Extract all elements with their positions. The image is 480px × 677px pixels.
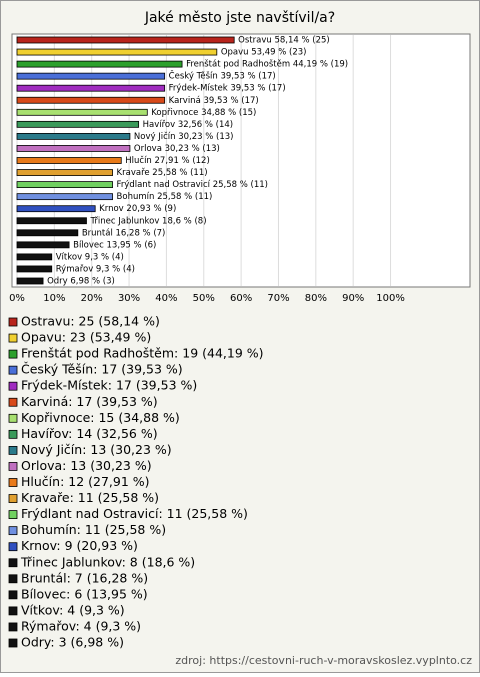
- x-tick-label: 90%: [342, 293, 364, 304]
- legend-swatch: [8, 317, 18, 327]
- legend-swatch: [8, 365, 18, 375]
- legend-swatch: [8, 397, 18, 407]
- bar: [16, 36, 235, 44]
- bar: [16, 72, 166, 80]
- bar: [16, 60, 183, 68]
- bar: [16, 229, 79, 237]
- legend-swatch: [8, 429, 18, 439]
- legend-entry: Nový Jičín: 13 (30,23 %): [21, 442, 172, 457]
- legend-entry: Třinec Jablunkov: 8 (18,6 %): [20, 554, 195, 569]
- legend-swatch: [8, 462, 18, 471]
- bar: [16, 96, 166, 104]
- legend-swatch: [8, 558, 18, 568]
- value-label: Bílovec 13,95 % (6): [73, 240, 156, 250]
- value-label: Kopřivnoce 34,88 % (15): [151, 108, 256, 118]
- legend-entry: Krnov: 9 (20,93 %): [21, 538, 138, 553]
- legend-swatch: [8, 413, 18, 423]
- source: zdroj: https://cestovni-ruch-v-moravskos…: [175, 654, 472, 667]
- legend-entry: Kravaře: 11 (25,58 %): [21, 490, 159, 505]
- x-tick-label: 40%: [155, 293, 177, 304]
- legend-swatch: [8, 478, 18, 487]
- legend-swatch: [8, 510, 18, 520]
- legend-entry: Český Těšín: 17 (39,53 %): [21, 362, 183, 377]
- value-label: Frýdlant nad Ostravicí 25,58 % (11): [117, 180, 268, 190]
- x-tick-label: 20%: [81, 293, 103, 304]
- legend-swatch: [8, 590, 18, 600]
- legend-entry: Frenštát pod Radhoštěm: 19 (44,19 %): [21, 346, 264, 361]
- value-label: Frýdek-Místek 39,53 % (17): [169, 84, 286, 94]
- legend-entry: Ostravu: 25 (58,14 %): [21, 314, 160, 329]
- value-label: Třinec Jablunkov 18,6 % (8): [89, 216, 206, 226]
- legend-entry: Kopřivnoce: 15 (34,88 %): [21, 410, 180, 425]
- legend-swatch: [8, 526, 18, 536]
- value-label: Ostravu 58,14 % (25): [238, 36, 330, 46]
- legend-entry: Frýdek-Místek: 17 (39,53 %): [21, 378, 197, 393]
- legend-entry: Frýdlant nad Ostravicí: 11 (25,58 %): [21, 506, 248, 521]
- bar: [16, 132, 131, 140]
- value-label: Karviná 39,53 % (17): [169, 96, 259, 106]
- bar: [16, 108, 148, 116]
- legend-entry: Bohumín: 11 (25,58 %): [21, 522, 166, 537]
- x-tick-label: 80%: [305, 293, 327, 304]
- legend-swatch: [8, 349, 18, 359]
- legend-entry: Bruntál: 7 (16,28 %): [21, 570, 148, 585]
- legend-swatch: [8, 494, 18, 503]
- bar: [16, 48, 218, 56]
- bar: [16, 277, 44, 285]
- value-label: Vítkov 9,3 % (4): [56, 252, 124, 262]
- bar: [16, 120, 140, 128]
- value-label: Hlučín 27,91 % (12): [125, 155, 210, 166]
- legend-entry: Bílovec: 6 (13,95 %): [21, 586, 148, 601]
- legend-swatch: [8, 381, 18, 391]
- x-tick-label: 70%: [267, 293, 289, 304]
- bar: [16, 157, 122, 164]
- legend-swatch: [8, 606, 18, 616]
- legend-entry: Orlova: 13 (30,23 %): [21, 458, 152, 473]
- value-label: Bruntál 16,28 % (7): [82, 228, 166, 238]
- x-tick-label: 0%: [9, 293, 25, 304]
- value-label: Nový Jičín 30,23 % (13): [134, 131, 234, 142]
- x-tick-label: 30%: [118, 293, 140, 304]
- legend-swatch: [8, 574, 18, 584]
- value-label: Český Těšín 39,53 % (17): [169, 70, 276, 82]
- value-label: Bohumín 25,58 % (11): [117, 192, 213, 202]
- value-label: Frenštát pod Radhoštěm 44,19 % (19): [186, 59, 348, 70]
- bar: [16, 217, 87, 225]
- value-label: Opavu 53,49 % (23): [221, 48, 307, 58]
- legend-entry: Hlučín: 12 (27,91 %): [21, 474, 150, 489]
- legend-swatch: [8, 638, 18, 648]
- chart-title: Jaké město jste navštívil/a?: [144, 10, 335, 26]
- bar: [16, 265, 53, 273]
- bar: [16, 253, 53, 261]
- x-tick-label: 100%: [376, 293, 405, 304]
- legend-swatch: [8, 333, 18, 343]
- bar: [16, 84, 166, 92]
- legend-entry: Odry: 3 (6,98 %): [21, 635, 124, 650]
- value-label: Kravaře 25,58 % (11): [117, 168, 208, 178]
- value-label: Rýmařov 9,3 % (4): [56, 264, 135, 274]
- bar: [16, 169, 113, 176]
- legend-swatch: [8, 622, 18, 632]
- legend-entry: Havířov: 14 (32,56 %): [21, 426, 158, 441]
- bar: [16, 205, 96, 213]
- legend-swatch: [8, 542, 18, 552]
- bar: [16, 181, 113, 189]
- value-label: Havířov 32,56 % (14): [143, 120, 234, 130]
- legend-entry: Vítkov: 4 (9,3 %): [21, 602, 125, 617]
- value-label: Orlova 30,23 % (13): [134, 144, 220, 154]
- bar: [16, 193, 113, 201]
- legend-swatch: [8, 445, 18, 455]
- legend-entry: Opavu: 23 (53,49 %): [21, 330, 151, 345]
- bar: [16, 145, 131, 152]
- x-tick-label: 60%: [230, 293, 252, 304]
- value-label: Odry 6,98 % (3): [47, 277, 115, 287]
- value-label: Krnov 20,93 % (9): [99, 204, 176, 214]
- x-tick-label: 10%: [43, 293, 65, 304]
- x-tick-label: 50%: [193, 293, 215, 304]
- bar: [16, 241, 70, 249]
- legend-entry: Rýmařov: 4 (9,3 %): [21, 618, 141, 633]
- legend-entry: Karviná: 17 (39,53 %): [21, 394, 158, 409]
